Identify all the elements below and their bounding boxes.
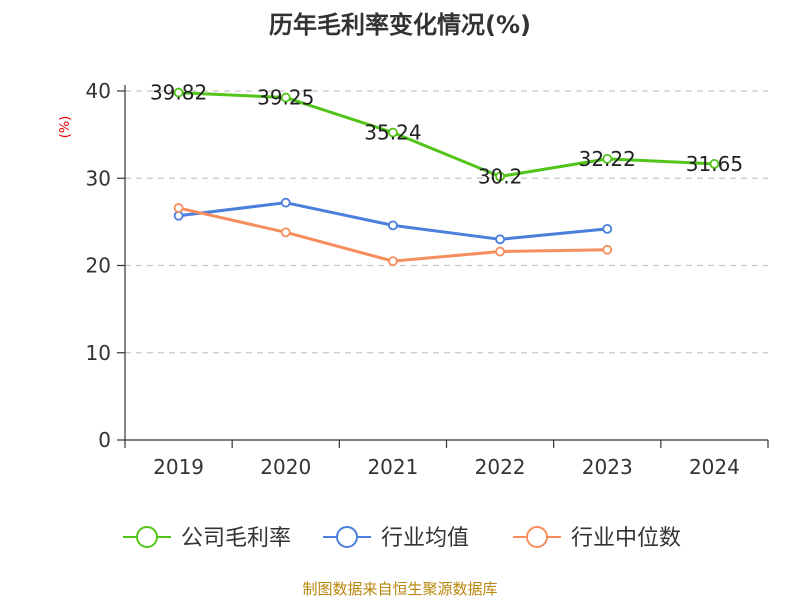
legend-marker [526,526,548,548]
series-lines [173,87,720,267]
y-tick-label: 0 [98,428,111,452]
data-point [280,227,291,238]
data-point [280,92,291,103]
data-label: 30.2 [478,165,523,189]
data-point [602,223,613,234]
data-label: 31.65 [686,152,743,176]
data-point [173,210,184,221]
legend: 公司毛利率 行业均值 行业中位数 [123,526,681,551]
data-point [173,203,184,213]
y-tick-label: 40 [86,79,111,103]
legend-marker [336,526,358,548]
y-axis-label: (%) [58,116,73,139]
legend-label: 行业均值 [381,526,469,551]
y-tick-label: 30 [86,166,111,190]
data-point [495,234,505,245]
data-point [495,171,505,182]
data-point [388,127,398,138]
data-point [173,87,184,98]
legend-label: 行业中位数 [571,526,681,551]
source-note: 制图数据来自恒生聚源数据库 [302,580,497,598]
data-point [602,244,613,255]
data-labels: 39.82 39.25 35.24 30.2 32.22 31.65 [150,81,743,189]
data-point [709,158,720,169]
axes [117,85,769,448]
tick-labels: 0 10 20 30 40 2019 2020 2021 2022 2023 2024 [86,79,740,479]
chart-title: 历年毛利率变化情况(%) [269,11,531,39]
legend-label: 公司毛利率 [181,526,291,551]
data-point [388,256,398,267]
data-point [495,246,505,257]
data-label: 35.24 [364,121,421,145]
data-point [280,197,291,208]
grid-lines [125,90,768,354]
data-point [602,153,613,164]
series-line [178,91,715,179]
x-tick-label: 2024 [689,455,740,479]
x-tick-label: 2020 [260,455,311,479]
y-tick-label: 20 [86,254,111,278]
x-tick-label: 2019 [153,455,204,479]
data-label: 39.82 [150,81,207,105]
legend-marker [136,526,158,548]
data-point [388,220,398,231]
y-tick-label: 10 [86,341,111,365]
data-label: 32.22 [579,147,636,171]
x-tick-label: 2022 [475,455,526,479]
x-tick-label: 2021 [367,455,418,479]
x-tick-label: 2023 [582,455,633,479]
data-label: 39.25 [257,86,314,110]
